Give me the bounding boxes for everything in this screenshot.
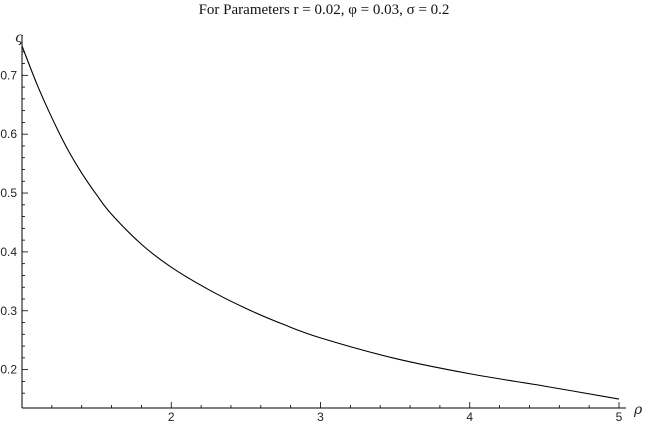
- series-line: [21, 45, 620, 400]
- y-axis-label: ς: [15, 30, 23, 46]
- x-tick-label: 4: [466, 410, 473, 424]
- x-tick-label: 2: [168, 410, 175, 424]
- y-tick-label: 0.2: [0, 363, 17, 377]
- y-tick-label: 0.5: [0, 186, 17, 200]
- axes: [21, 36, 626, 409]
- y-tick-label: 0.4: [0, 245, 17, 259]
- chart-title: For Parameters r = 0.02, φ = 0.03, σ = 0…: [198, 2, 450, 18]
- y-tick-label: 0.7: [0, 68, 17, 82]
- ticks: [21, 51, 620, 408]
- x-tick-label: 5: [616, 410, 623, 424]
- x-tick-label: 3: [317, 410, 324, 424]
- y-tick-label: 0.3: [0, 304, 17, 318]
- x-axis-label: ρ: [633, 402, 643, 418]
- y-tick-label: 0.6: [0, 127, 17, 141]
- tick-labels: 2 3 4 5 0.2 0.3 0.4 0.5 0.6 0.7: [0, 68, 622, 424]
